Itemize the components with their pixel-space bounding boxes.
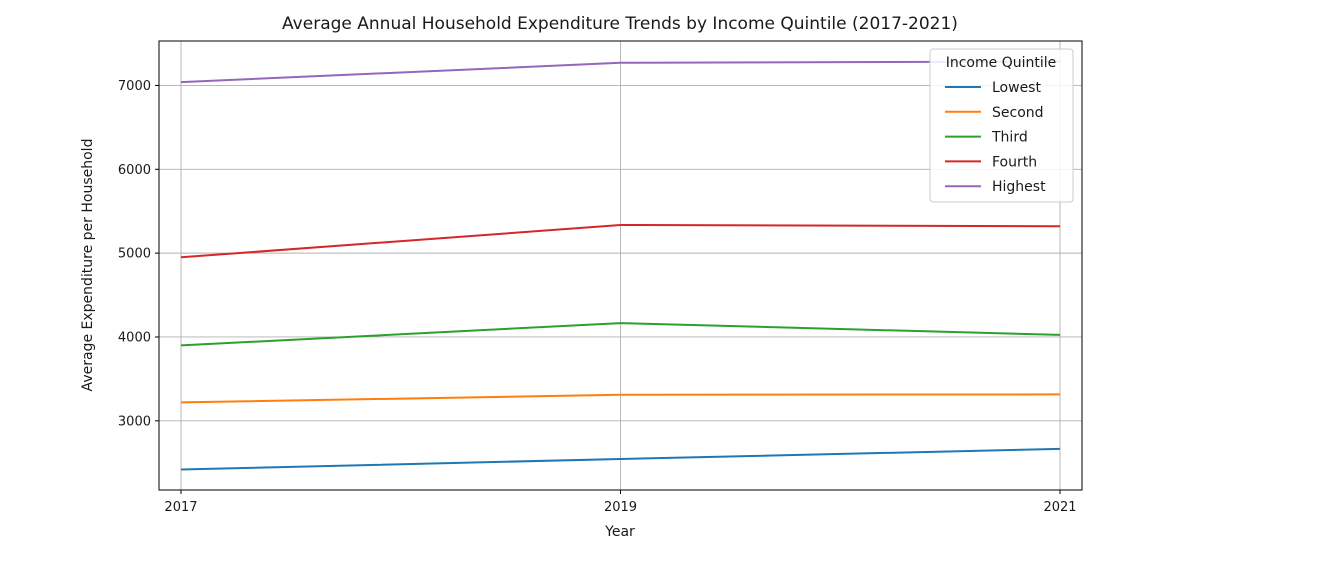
y-tick-label: 4000 — [118, 330, 151, 345]
x-axis: 2017 2019 2021 — [164, 490, 1077, 515]
x-axis-label: Year — [604, 524, 635, 540]
legend-label-fourth: Fourth — [992, 154, 1037, 170]
legend-label-lowest: Lowest — [992, 80, 1041, 96]
legend-label-highest: Highest — [992, 179, 1046, 195]
legend: Income Quintile Lowest Second Third Fourth H… — [929, 48, 1074, 203]
legend-label-third: Third — [991, 130, 1028, 146]
y-tick-label: 5000 — [118, 247, 151, 262]
series-line-fourth — [180, 224, 1061, 259]
x-tick-label: 2021 — [1043, 500, 1076, 515]
series-layer — [180, 60, 1061, 471]
y-axis: 3000 4000 5000 6000 7000 — [118, 79, 159, 429]
series-line-second — [180, 393, 1061, 404]
legend-title: Income Quintile — [946, 55, 1057, 71]
x-tick-label: 2017 — [164, 500, 197, 515]
y-tick-label: 6000 — [118, 163, 151, 178]
series-line-lowest — [180, 447, 1061, 471]
chart-title: Average Annual Household Expenditure Tre… — [282, 14, 958, 34]
legend-label-second: Second — [992, 105, 1044, 121]
y-tick-label: 3000 — [118, 414, 151, 429]
y-axis-label: Average Expenditure per Household — [80, 139, 96, 392]
x-tick-label: 2019 — [604, 500, 637, 515]
series-line-highest — [180, 60, 1061, 84]
series-line-third — [180, 322, 1061, 347]
y-tick-label: 7000 — [118, 79, 151, 94]
